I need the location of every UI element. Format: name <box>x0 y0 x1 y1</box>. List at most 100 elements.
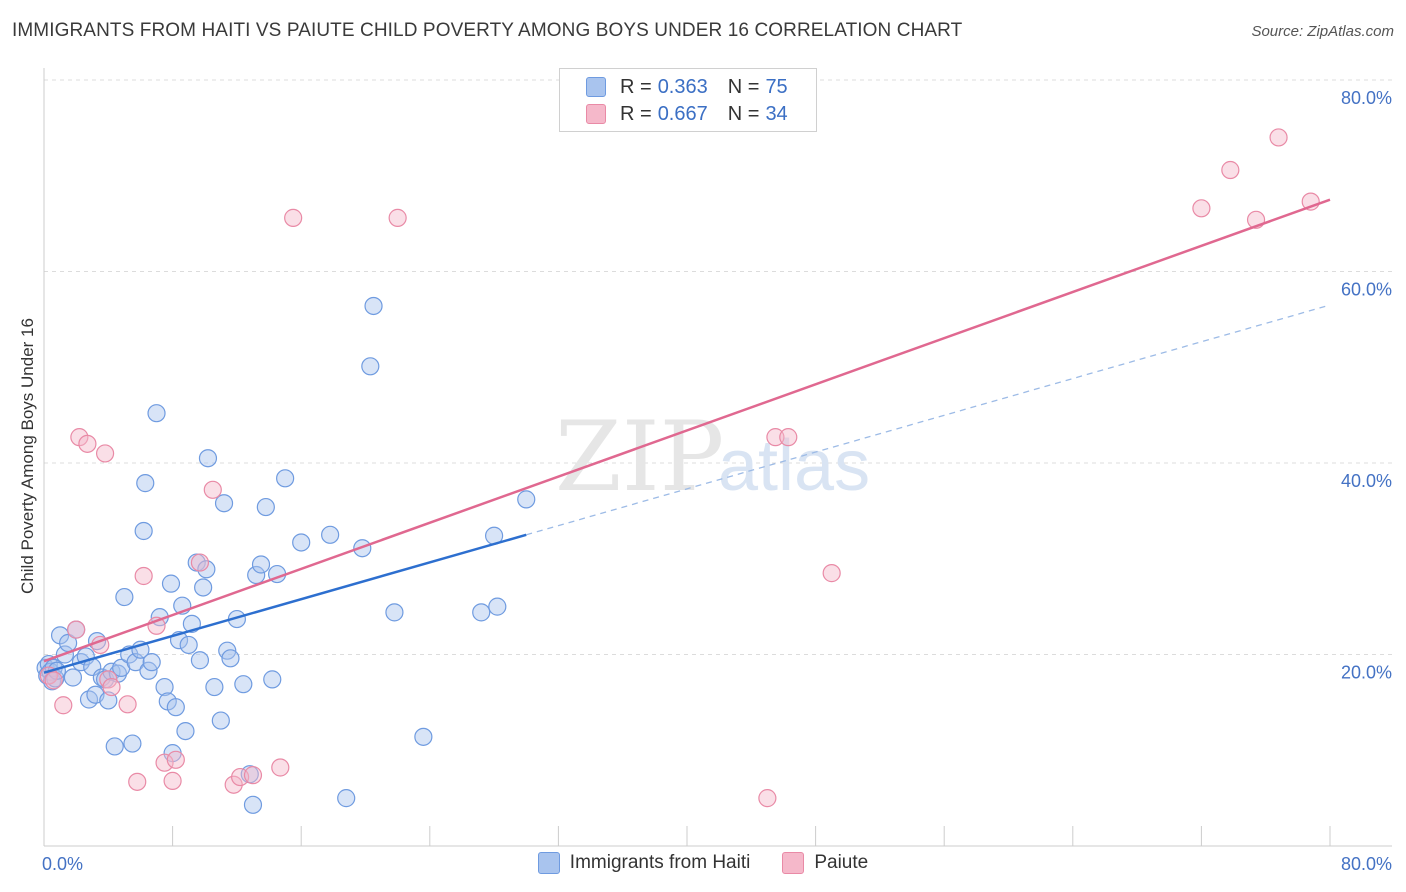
paiute-point <box>190 553 210 572</box>
haiti-trend-extension <box>526 304 1331 536</box>
legend-n-label: N = <box>727 102 760 125</box>
haiti-point <box>166 698 185 717</box>
haiti-point <box>321 525 340 544</box>
paiute-point <box>1269 128 1288 147</box>
haiti-point <box>385 603 404 622</box>
paiute-point <box>1192 199 1211 218</box>
paiute-point <box>203 480 222 499</box>
haiti-point <box>488 597 507 616</box>
haiti-point <box>472 603 491 622</box>
haiti-trend-line <box>43 533 527 674</box>
paiute-point <box>284 208 303 227</box>
series-legend: Immigrants from Haiti Paiute <box>0 852 1406 874</box>
paiute-trend-line <box>43 198 1331 663</box>
trend-lines <box>43 198 1331 674</box>
chart-title: IMMIGRANTS FROM HAITI VS PAIUTE CHILD PO… <box>12 20 963 41</box>
haiti-point <box>361 357 380 376</box>
haiti-point <box>205 677 224 697</box>
haiti-point <box>147 404 166 423</box>
watermark: ZIP atlas <box>555 401 870 513</box>
haiti-point <box>251 555 271 574</box>
series-paiute-points <box>39 128 1320 808</box>
paiute-point <box>243 766 263 785</box>
haiti-point <box>161 574 181 593</box>
legend-row-paiute: R = 0.667 N = 34 <box>586 101 788 127</box>
legend-n-value: 75 <box>765 75 788 98</box>
paiute-point <box>134 566 153 586</box>
y-tick-label: 80.0% <box>1341 88 1392 108</box>
paiute-point <box>166 750 185 769</box>
haiti-point <box>364 296 383 316</box>
haiti-point <box>176 721 195 741</box>
haiti-point <box>243 795 263 814</box>
paiute-point <box>44 671 63 690</box>
axes <box>43 68 1392 847</box>
haiti-point <box>179 635 198 655</box>
haiti-point <box>105 737 124 756</box>
haiti-point <box>99 691 118 710</box>
series-swatch-paiute <box>782 852 805 874</box>
haiti-point <box>198 449 218 468</box>
legend-row-haiti: R = 0.363 N = 75 <box>586 74 788 100</box>
y-axis-label: Child Poverty Among Boys Under 16 <box>18 318 37 594</box>
paiute-point <box>271 758 290 777</box>
series-legend-paiute[interactable]: Paiute <box>782 852 868 874</box>
paiute-point <box>118 695 137 714</box>
haiti-point <box>194 578 213 597</box>
paiute-point <box>95 444 115 463</box>
haiti-point <box>292 533 311 552</box>
haiti-point <box>197 560 216 579</box>
series-haiti-points <box>36 296 536 814</box>
watermark-zip: ZIP <box>555 401 724 513</box>
y-tick-label: 20.0% <box>1341 663 1392 683</box>
haiti-point <box>414 727 433 746</box>
legend: R = 0.363 N = 75 R = 0.667 N = 34 <box>559 68 817 132</box>
paiute-point <box>766 428 785 447</box>
haiti-point <box>517 490 536 509</box>
haiti-point <box>42 672 62 691</box>
paiute-point <box>388 208 407 227</box>
legend-n-label: N = <box>727 75 760 98</box>
haiti-point <box>276 469 295 488</box>
paiute-point <box>163 771 182 790</box>
paiute-point <box>155 753 174 772</box>
paiute-point <box>102 677 121 697</box>
tick-labels: 20.0% 40.0% 60.0% 80.0% 0.0% 80.0% <box>42 88 1392 874</box>
y-tick-label: 60.0% <box>1341 280 1392 300</box>
chart-source: Source: ZipAtlas.com <box>1251 23 1394 40</box>
paiute-point <box>67 620 86 639</box>
paiute-point <box>1221 160 1240 180</box>
legend-r-value: 0.667 <box>657 102 708 125</box>
paiute-point <box>78 434 97 453</box>
haiti-point <box>214 494 234 513</box>
series-legend-haiti[interactable]: Immigrants from Haiti <box>537 852 751 874</box>
haiti-point <box>123 734 142 753</box>
paiute-point <box>758 789 777 808</box>
legend-n-value: 34 <box>765 102 788 125</box>
haiti-point <box>256 497 275 517</box>
watermark-atlas: atlas <box>718 426 870 506</box>
legend-swatch-haiti <box>586 77 606 97</box>
paiute-point <box>822 564 841 583</box>
haiti-point <box>115 587 134 607</box>
series-label-haiti: Immigrants from Haiti <box>569 852 751 873</box>
x-tick-label: 0.0% <box>42 854 83 874</box>
y-tick-label: 40.0% <box>1341 471 1392 491</box>
x-tick-label: 80.0% <box>1341 854 1392 874</box>
haiti-point <box>155 677 174 697</box>
series-swatch-haiti <box>537 852 560 874</box>
haiti-point <box>142 653 161 672</box>
haiti-point <box>337 789 356 808</box>
haiti-point <box>234 675 253 694</box>
paiute-point <box>54 696 73 715</box>
haiti-point <box>263 670 282 689</box>
haiti-point <box>211 711 230 730</box>
paiute-point <box>779 428 798 447</box>
haiti-point <box>136 474 155 493</box>
grid-lines <box>44 79 1392 655</box>
haiti-point <box>247 565 266 585</box>
haiti-point <box>221 649 240 668</box>
series-label-paiute: Paiute <box>814 852 869 873</box>
haiti-point <box>190 651 210 670</box>
